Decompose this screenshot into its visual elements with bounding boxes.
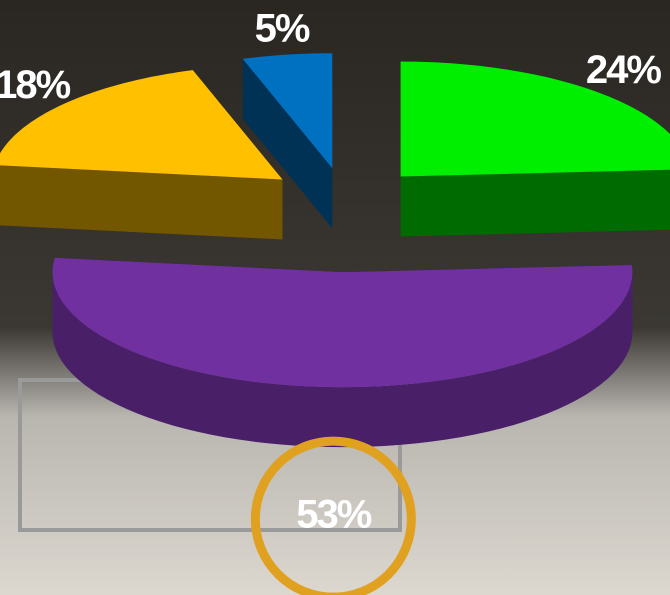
slice-side xyxy=(0,165,283,240)
slice-side xyxy=(242,58,333,229)
slice xyxy=(0,70,283,180)
data-label: 24% xyxy=(586,48,661,92)
slice-wall xyxy=(52,272,633,448)
data-label: 5% xyxy=(255,7,310,51)
slice xyxy=(242,53,333,169)
data-label: 53% xyxy=(296,493,371,537)
highlight-circle xyxy=(250,436,416,595)
slice xyxy=(400,61,670,177)
slice xyxy=(52,257,633,388)
data-label: 18% xyxy=(0,63,71,107)
slice-side xyxy=(400,169,670,237)
